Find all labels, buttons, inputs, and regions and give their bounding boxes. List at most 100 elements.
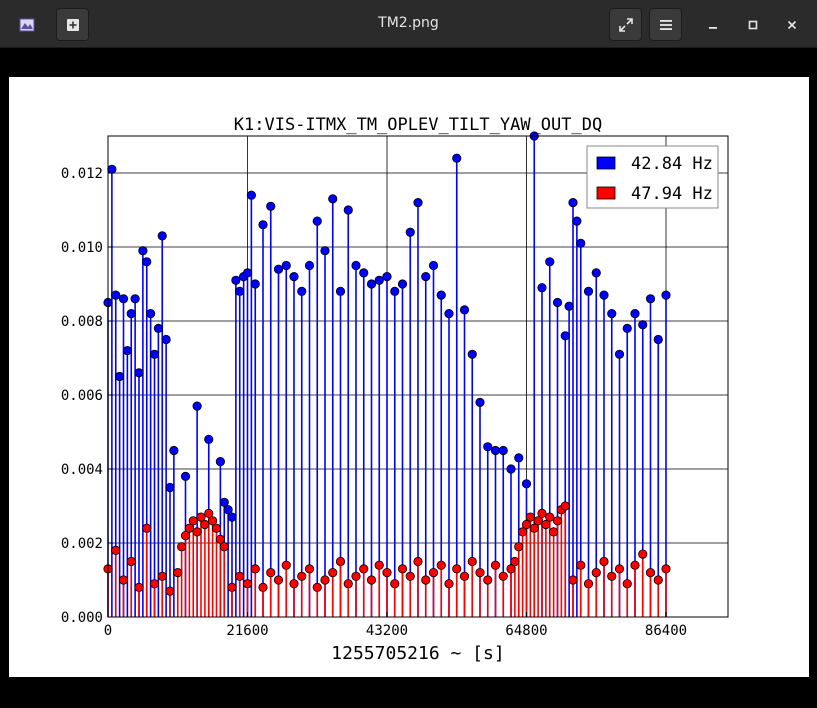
- data-point: [572, 216, 582, 226]
- data-point: [165, 586, 175, 596]
- chart: 0 21600 43200 64800 86400 0.000 0.002 0.004 0.00…: [61, 115, 729, 664]
- data-point: [537, 508, 547, 518]
- data-point: [111, 290, 121, 300]
- y-tick-label: 0.004: [61, 462, 103, 478]
- app-icon-button[interactable]: [10, 8, 43, 41]
- legend: [586, 145, 719, 209]
- data-point: [227, 512, 237, 522]
- x-tick-label: 43200: [366, 623, 408, 639]
- data-point: [583, 579, 594, 589]
- data-point: [405, 227, 415, 237]
- data-point: [235, 571, 245, 581]
- data-point: [134, 582, 144, 592]
- data-point: [366, 575, 377, 585]
- data-point: [208, 516, 218, 526]
- legend-swatch: [596, 156, 616, 170]
- data-point: [661, 564, 671, 574]
- data-point: [560, 501, 570, 511]
- axes-frame: [107, 135, 729, 618]
- data-point: [231, 275, 241, 285]
- data-point: [142, 257, 152, 267]
- data-point: [374, 560, 384, 570]
- data-point: [165, 482, 175, 493]
- data-point: [219, 542, 229, 552]
- menu-button[interactable]: [649, 8, 682, 41]
- data-point: [227, 582, 237, 592]
- data-point: [153, 323, 163, 333]
- y-tick-label: 0.000: [61, 610, 103, 626]
- maximize-button[interactable]: [736, 8, 769, 41]
- data-point: [146, 309, 156, 319]
- data-point: [157, 571, 167, 581]
- data-point: [320, 575, 330, 585]
- data-point: [599, 556, 609, 567]
- new-image-button[interactable]: [56, 8, 89, 41]
- data-point: [258, 220, 268, 230]
- data-point: [521, 479, 532, 489]
- data-point: [421, 575, 431, 585]
- image-viewer-canvas[interactable]: 0 21600 43200 64800 86400 0.000 0.002 0.004 0.00…: [0, 49, 817, 708]
- data-point: [118, 575, 129, 585]
- data-point: [359, 564, 369, 574]
- data-point: [273, 575, 284, 585]
- data-point: [475, 397, 485, 407]
- data-point: [157, 231, 167, 241]
- data-point: [320, 246, 330, 256]
- data-point: [281, 560, 291, 570]
- x-tick-label: 21600: [226, 623, 268, 639]
- data-point: [552, 516, 563, 526]
- data-point: [266, 201, 276, 211]
- x-tick-label: 64800: [505, 623, 547, 639]
- data-point: [297, 286, 307, 296]
- data-point: [413, 198, 423, 208]
- data-point: [514, 542, 524, 552]
- data-point: [328, 194, 338, 204]
- data-point: [428, 567, 439, 578]
- data-point: [514, 453, 524, 463]
- data-point: [118, 294, 129, 304]
- displayed-image: 0 21600 43200 64800 86400 0.000 0.002 0.004 0.00…: [9, 77, 809, 677]
- data-point: [444, 579, 454, 589]
- data-point: [122, 345, 132, 356]
- minimize-icon: [708, 26, 717, 29]
- close-button[interactable]: [775, 8, 808, 41]
- data-point: [475, 567, 485, 578]
- data-point: [645, 294, 656, 304]
- data-point: [591, 268, 601, 278]
- y-tick-label: 0.002: [61, 536, 103, 552]
- data-point: [568, 575, 578, 585]
- data-point: [498, 571, 508, 581]
- data-point: [149, 579, 160, 589]
- legend-label: 42.84 Hz: [631, 154, 713, 174]
- data-point: [266, 567, 276, 578]
- data-point: [382, 567, 392, 578]
- y-tick-label: 0.008: [61, 314, 103, 330]
- data-point: [297, 571, 307, 581]
- data-point: [506, 564, 516, 574]
- data-point: [289, 579, 299, 589]
- data-point: [273, 264, 284, 274]
- data-point: [204, 508, 214, 518]
- data-point: [246, 190, 256, 200]
- data-point: [545, 257, 555, 267]
- data-point: [521, 519, 532, 530]
- minimize-button[interactable]: [696, 8, 729, 41]
- data-point: [413, 556, 423, 567]
- data-point: [653, 575, 663, 585]
- data-point: [653, 334, 663, 345]
- data-point: [180, 471, 191, 481]
- fullscreen-button[interactable]: [609, 8, 642, 41]
- x-axis-label: 1255705216 ~ [s]: [331, 643, 504, 664]
- data-point: [564, 301, 574, 311]
- data-point: [242, 579, 253, 589]
- data-point: [576, 238, 586, 248]
- data-point: [525, 512, 535, 522]
- data-point: [533, 516, 543, 526]
- data-point: [444, 309, 454, 319]
- data-point: [630, 560, 640, 570]
- data-point: [130, 294, 140, 304]
- data-point: [235, 286, 245, 296]
- data-point: [545, 512, 555, 522]
- data-point: [289, 272, 299, 282]
- data-point: [335, 556, 346, 567]
